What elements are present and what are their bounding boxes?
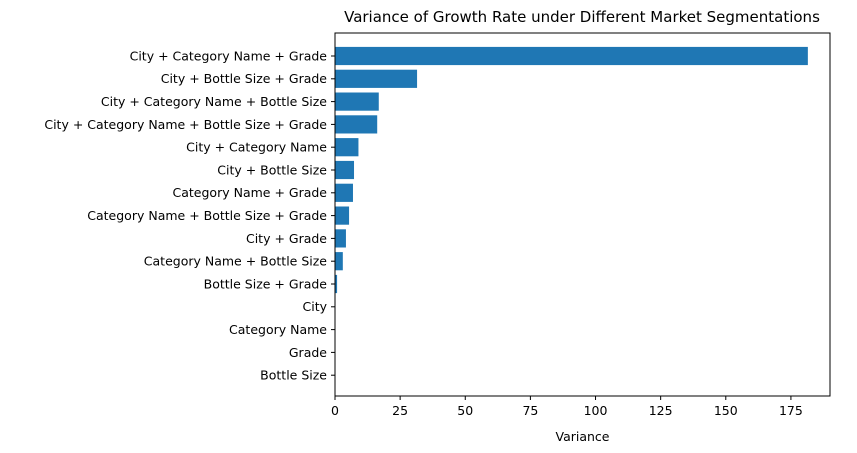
y-tick-label: City [303, 299, 328, 314]
bar [335, 274, 338, 294]
x-tick-label: 0 [331, 403, 339, 418]
bar [335, 229, 346, 248]
bar [335, 160, 355, 180]
chart-title: Variance of Growth Rate under Different … [344, 8, 820, 26]
x-axis-label: Variance [556, 429, 610, 444]
y-tick-label: City + Bottle Size [217, 162, 327, 177]
x-tick-label: 125 [649, 403, 673, 418]
y-axis-ticks: City + Category Name + Grade City + Bottl… [44, 48, 335, 383]
bars-group [335, 46, 808, 385]
y-tick-label: City + Category Name + Grade [130, 48, 328, 63]
bar [335, 69, 418, 88]
y-tick-label: Grade [289, 345, 327, 360]
y-tick-label: City + Bottle Size + Grade [161, 71, 328, 86]
x-tick-label: 75 [522, 403, 538, 418]
bar [335, 115, 378, 134]
y-tick-label: Bottle Size + Grade [204, 276, 328, 291]
bar [335, 92, 379, 111]
y-tick-label: Category Name + Grade [173, 185, 328, 200]
y-tick-label: Category Name [229, 322, 327, 337]
bar [335, 46, 808, 66]
plot-frame [334, 32, 831, 397]
y-tick-label: Bottle Size [260, 368, 327, 383]
y-tick-label: City + Category Name + Bottle Size [101, 94, 327, 109]
y-tick-label: City + Category Name + Bottle Size + Gra… [44, 117, 327, 132]
bar [335, 183, 353, 202]
y-tick-label: City + Grade [246, 231, 327, 246]
bar [335, 206, 350, 225]
x-tick-label: 150 [714, 403, 738, 418]
x-tick-label: 50 [457, 403, 473, 418]
x-axis-ticks: 0 25 50 75 100 125 150 175 [331, 396, 803, 418]
x-tick-label: 100 [584, 403, 608, 418]
x-tick-label: 175 [779, 403, 803, 418]
y-tick-label: Category Name + Bottle Size [144, 254, 328, 269]
bar [335, 138, 359, 157]
y-tick-label: Category Name + Bottle Size + Grade [87, 208, 327, 223]
y-tick-label: City + Category Name [186, 140, 327, 155]
x-tick-label: 25 [392, 403, 408, 418]
bar [335, 252, 343, 271]
